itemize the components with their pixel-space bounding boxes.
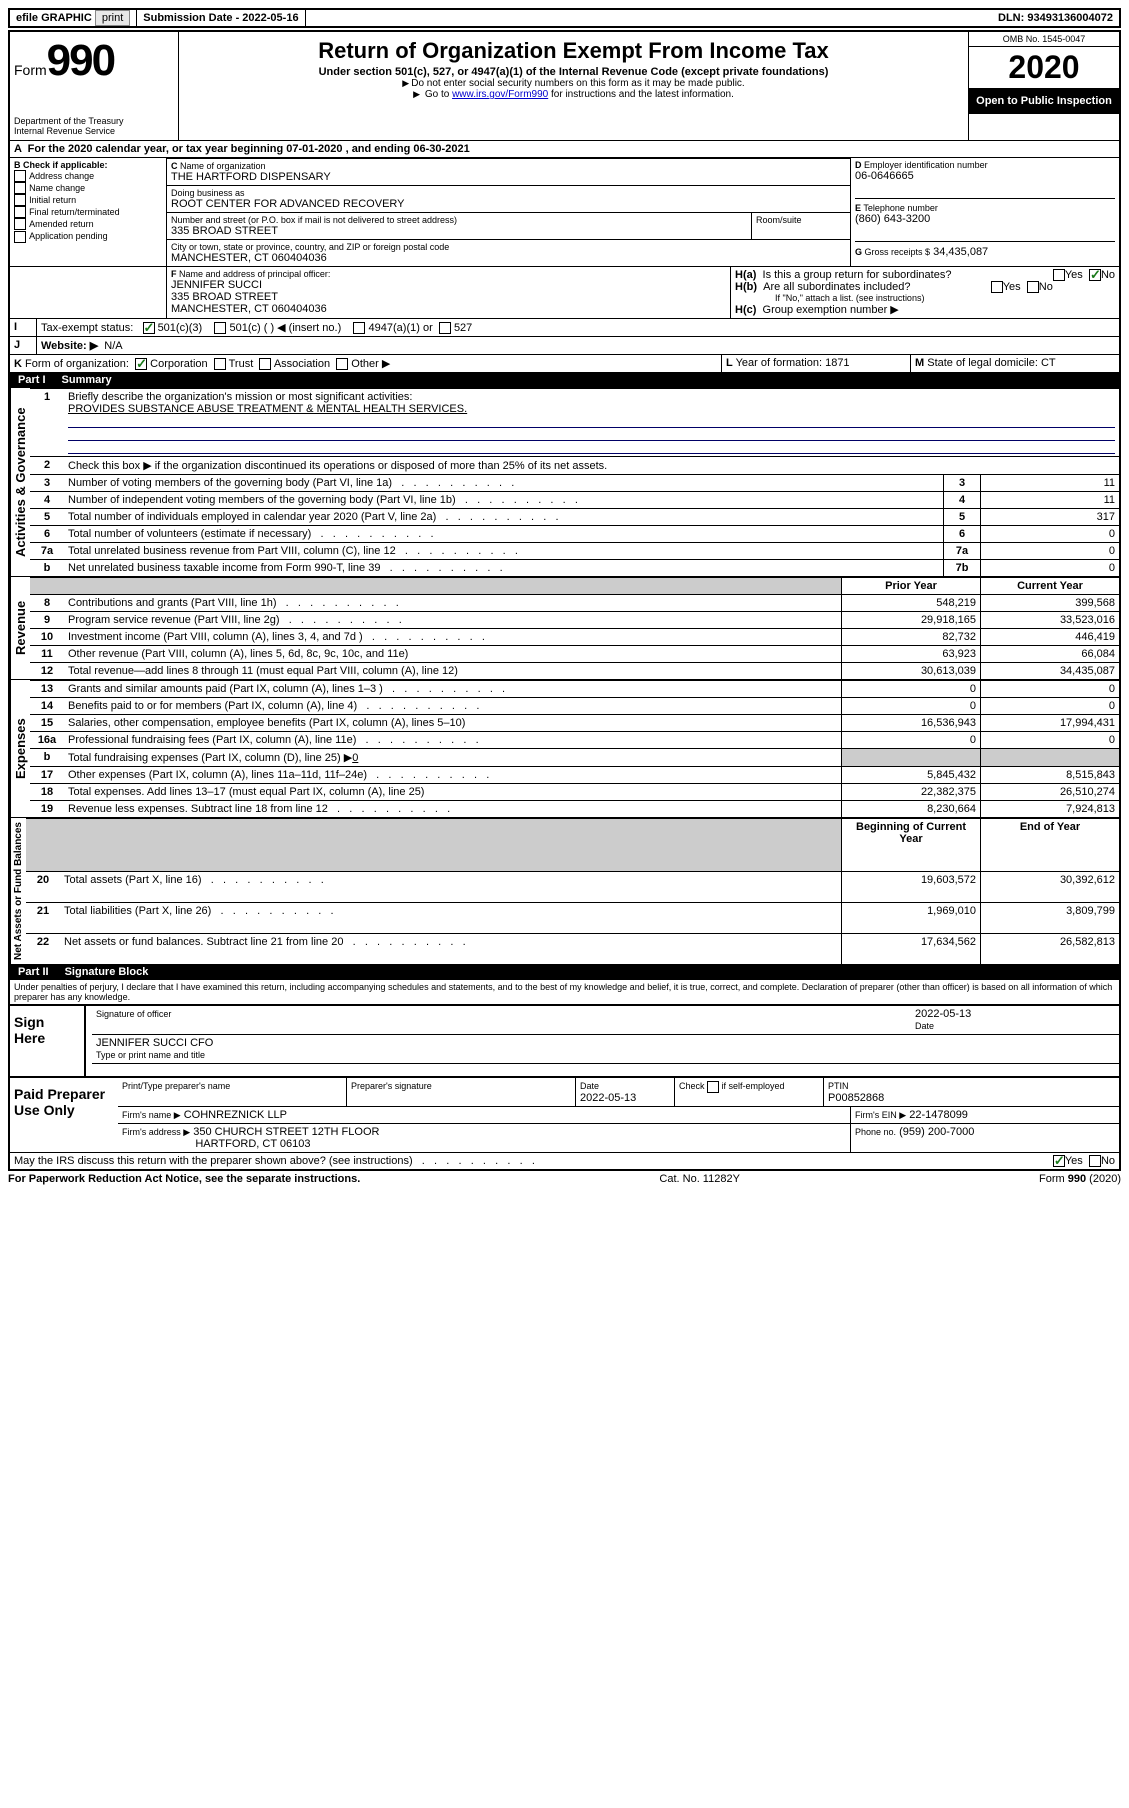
part1-header: Part I Summary — [10, 372, 1119, 388]
form-body: Form990 Department of the Treasury Inter… — [8, 30, 1121, 1171]
part2-header: Part II Signature Block — [10, 964, 1119, 980]
cb-assoc[interactable] — [259, 358, 271, 370]
ptin: P00852868 — [828, 1092, 884, 1104]
cb-hb-no[interactable] — [1027, 281, 1039, 293]
topbar: efile GRAPHIC print Submission Date - 20… — [8, 8, 1121, 28]
omb-number: OMB No. 1545-0047 — [969, 32, 1119, 47]
footer: For Paperwork Reduction Act Notice, see … — [8, 1171, 1121, 1187]
cb-501c[interactable] — [214, 322, 226, 334]
dba-name: ROOT CENTER FOR ADVANCED RECOVERY — [171, 198, 846, 210]
telephone: (860) 643-3200 — [855, 213, 1115, 225]
firm-addr1: 350 CHURCH STREET 12TH FLOOR — [193, 1126, 379, 1138]
cb-other[interactable] — [336, 358, 348, 370]
note-ssn: Do not enter social security numbers on … — [183, 78, 964, 89]
cb-527[interactable] — [439, 322, 451, 334]
cb-501c3[interactable] — [143, 322, 155, 334]
cb-trust[interactable] — [214, 358, 226, 370]
form-title: Return of Organization Exempt From Incom… — [183, 38, 964, 64]
note-link: Go to www.irs.gov/Form990 for instructio… — [183, 89, 964, 100]
dln-cell: DLN: 93493136004072 — [992, 10, 1119, 26]
mission-text: PROVIDES SUBSTANCE ABUSE TREATMENT & MEN… — [68, 403, 467, 415]
efile-label: efile GRAPHIC print — [10, 10, 137, 26]
tax-year: 2020 — [969, 47, 1119, 89]
officer-city: MANCHESTER, CT 060404036 — [171, 303, 726, 315]
year-formed: 1871 — [825, 357, 849, 369]
cb-amended[interactable] — [14, 218, 26, 230]
instructions-link[interactable]: www.irs.gov/Form990 — [452, 89, 548, 100]
room-label: Room/suite — [751, 213, 850, 239]
open-inspection: Open to Public Inspection — [969, 89, 1119, 114]
paid-preparer-label: Paid Preparer Use Only — [10, 1078, 118, 1152]
sign-here-label: Sign Here — [10, 1006, 78, 1076]
state-domicile: CT — [1041, 357, 1056, 369]
period-line: A For the 2020 calendar year, or tax yea… — [10, 141, 1119, 157]
gross-receipts: 34,435,087 — [933, 246, 988, 258]
firm-addr2: HARTFORD, CT 06103 — [195, 1138, 310, 1150]
irs-label: Internal Revenue Service — [14, 126, 174, 136]
prep-date: 2022-05-13 — [580, 1092, 636, 1104]
sig-date: 2022-05-13 — [915, 1008, 1115, 1020]
netassets-table: Beginning of Current YearEnd of Year 20T… — [26, 818, 1119, 964]
website: N/A — [104, 340, 122, 352]
print-button[interactable]: print — [95, 10, 130, 26]
sig-officer-name: JENNIFER SUCCI CFO — [96, 1037, 1115, 1049]
cb-ha-no[interactable] — [1089, 269, 1101, 281]
dept-label: Department of the Treasury — [14, 116, 174, 126]
firm-name: COHNREZNICK LLP — [184, 1109, 287, 1121]
section-b: B Check if applicable: Address change Na… — [10, 158, 167, 266]
vlabel-netassets: Net Assets or Fund Balances — [10, 818, 26, 964]
governance-table: 1 Briefly describe the organization's mi… — [30, 388, 1119, 576]
perjury-text: Under penalties of perjury, I declare th… — [10, 980, 1119, 1004]
cb-4947[interactable] — [353, 322, 365, 334]
cb-pending[interactable] — [14, 231, 26, 243]
cb-self-employed[interactable] — [707, 1081, 719, 1093]
revenue-table: Prior YearCurrent Year 8Contributions an… — [30, 577, 1119, 679]
cb-discuss-yes[interactable] — [1053, 1155, 1065, 1167]
cb-address[interactable] — [14, 170, 26, 182]
vlabel-revenue: Revenue — [10, 577, 30, 679]
form-id-cell: Form990 Department of the Treasury Inter… — [10, 32, 179, 140]
ein: 06-0646665 — [855, 170, 1115, 182]
cb-ha-yes[interactable] — [1053, 269, 1065, 281]
cb-initial[interactable] — [14, 194, 26, 206]
cb-name[interactable] — [14, 182, 26, 194]
cb-hb-yes[interactable] — [991, 281, 1003, 293]
cb-final[interactable] — [14, 206, 26, 218]
org-name: THE HARTFORD DISPENSARY — [171, 171, 846, 183]
street: 335 BROAD STREET — [171, 225, 747, 237]
firm-ein: 22-1478099 — [909, 1109, 968, 1121]
vlabel-governance: Activities & Governance — [10, 388, 30, 576]
cb-discuss-no[interactable] — [1089, 1155, 1101, 1167]
arrow-icon — [84, 1006, 86, 1076]
officer-name: JENNIFER SUCCI — [171, 279, 726, 291]
officer-street: 335 BROAD STREET — [171, 291, 726, 303]
firm-phone: (959) 200-7000 — [899, 1126, 974, 1138]
submission-cell: Submission Date - 2022-05-16 — [137, 10, 305, 26]
subtitle: Under section 501(c), 527, or 4947(a)(1)… — [183, 66, 964, 78]
vlabel-expenses: Expenses — [10, 680, 30, 817]
cb-corp[interactable] — [135, 358, 147, 370]
city: MANCHESTER, CT 060404036 — [171, 252, 846, 264]
expenses-table: 13Grants and similar amounts paid (Part … — [30, 680, 1119, 817]
